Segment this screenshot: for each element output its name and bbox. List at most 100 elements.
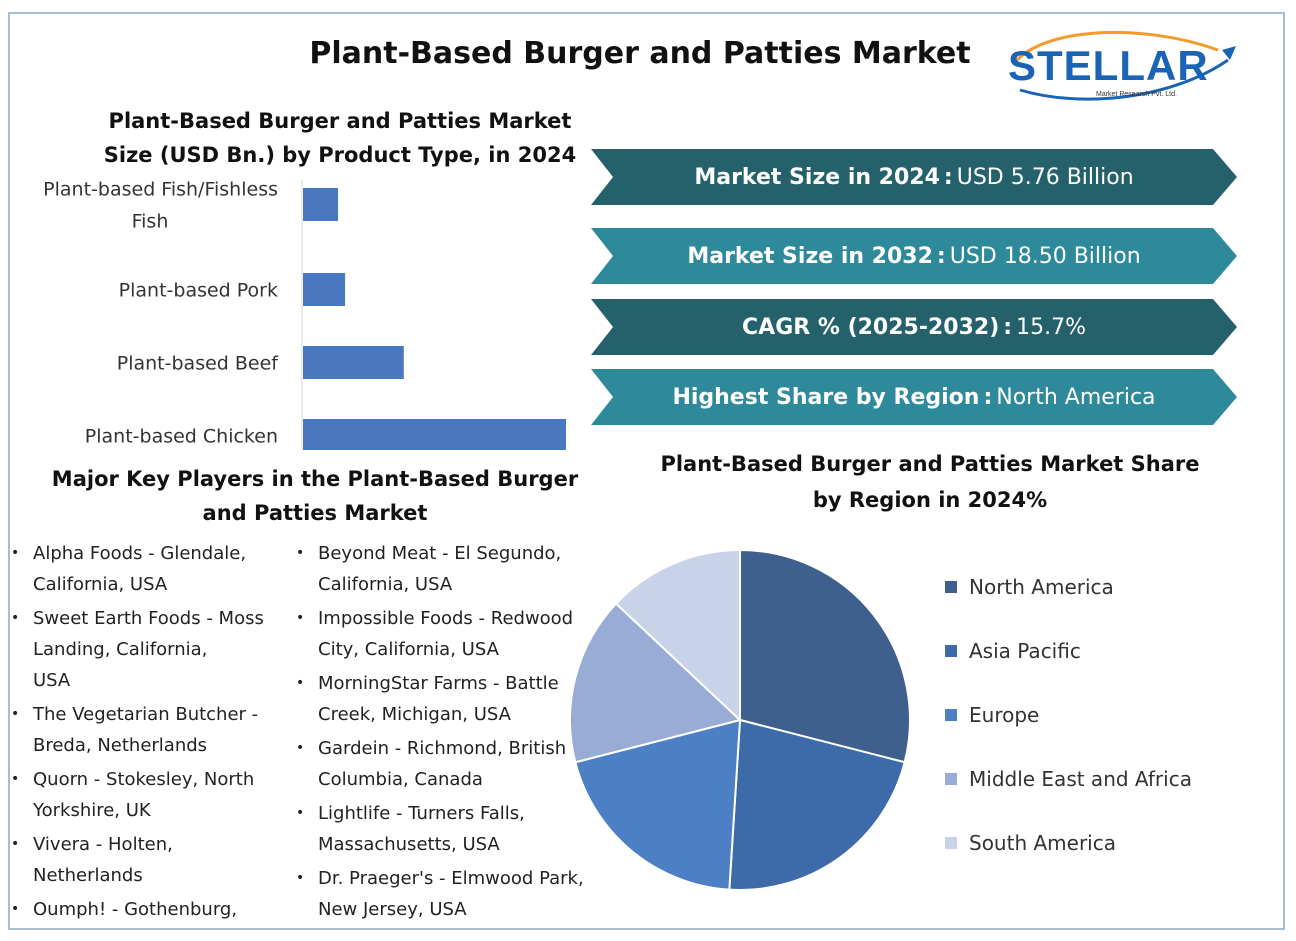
bullet: • (11, 610, 20, 626)
bar (303, 346, 404, 379)
bar-chart-title-line1: Plant-Based Burger and Patties Market (108, 109, 572, 133)
list-item: • Oumph! - Gothenburg, (8, 894, 293, 925)
legend-swatch (945, 581, 957, 593)
banner-arrow-shape (591, 149, 1237, 205)
player-name: Alpha Foods - Glendale, California, USA (33, 543, 247, 595)
legend-swatch (945, 773, 957, 785)
bullet: • (296, 545, 305, 561)
list-item: • Gardein - Richmond, British Columbia, C… (293, 733, 603, 795)
pie-slice (569, 602, 743, 764)
key-players-column-2: • Beyond Meat - El Segundo, California, U… (293, 538, 603, 928)
legend-item: Middle East and Africa (945, 747, 1245, 811)
banner-text: Highest Share by Region: North America (591, 369, 1237, 425)
banner-separator: : (983, 384, 993, 410)
legend-item: North America (945, 555, 1245, 619)
player-name: The Vegetarian Butcher - Breda, Netherla… (33, 704, 259, 756)
legend-swatch (945, 837, 957, 849)
product-type-bar-chart: Plant-based Fish/Fishless Fish Plant-based… (43, 179, 566, 450)
key-players-title: Major Key Players in the Plant-Based Bur… (30, 462, 600, 530)
list-item: • Dr. Praeger's - Elmwood Park, New Jerse… (293, 863, 603, 925)
list-item: • Alpha Foods - Glendale, California, USA (8, 538, 293, 600)
pie-slice (728, 718, 906, 891)
legend-swatch (945, 645, 957, 657)
legend-item: Europe (945, 683, 1245, 747)
banner-value: USD 18.50 Billion (949, 243, 1141, 269)
list-item: • Vivera - Holten, Netherlands (8, 829, 293, 891)
category-label: Plant-based Chicken (85, 426, 278, 448)
legend-label: Europe (969, 703, 1040, 727)
pie-chart-title-line1: Plant-Based Burger and Patties Market Sh… (660, 452, 1200, 476)
stellar-logo-graphic: STELLAR Market Research Pvt. Ltd. (1008, 30, 1236, 101)
banner-value: North America (996, 384, 1156, 410)
list-item: • MorningStar Farms - Battle Creek, Michi… (293, 668, 603, 730)
banner-label: Highest Share by Region (672, 384, 980, 410)
player-name: Quorn - Stokesley, North Yorkshire, UK (33, 769, 255, 821)
banner-separator: : (943, 164, 953, 190)
banner-text: CAGR % (2025-2032):15.7% (591, 299, 1237, 355)
list-item: • Sweet Earth Foods - Moss Landing, Calif… (8, 603, 293, 696)
list-item: • Beyond Meat - El Segundo, California, U… (293, 538, 603, 600)
bullet: • (11, 901, 20, 917)
pie-chart-title-line2: by Region in 2024% (812, 488, 1048, 512)
banner-value: USD 5.76 Billion (956, 164, 1134, 190)
bar-chart-title: Plant-Based Burger and Patties Market Si… (60, 104, 620, 172)
category-label: Plant-based Pork (119, 280, 278, 302)
player-name: Vivera - Holten, Netherlands (33, 834, 173, 886)
bullet: • (296, 740, 305, 756)
player-name: Beyond Meat - El Segundo, California, US… (318, 543, 562, 595)
banner-separator: : (936, 243, 946, 269)
bullet: • (296, 805, 305, 821)
banner-arrow-shape (591, 228, 1237, 284)
region-share-pie-chart (569, 548, 911, 891)
player-name: Dr. Praeger's - Elmwood Park, New Jersey… (318, 868, 584, 920)
banner-separator: : (1003, 314, 1013, 340)
banner-text: Market Size in 2024: USD 5.76 Billion (591, 149, 1237, 205)
market-size-2032-banner: Market Size in 2032: USD 18.50 Billion (591, 228, 1237, 284)
bullet: • (296, 675, 305, 691)
cagr-banner: CAGR % (2025-2032):15.7% (591, 299, 1237, 355)
bullet: • (11, 771, 20, 787)
market-size-2024-banner: Market Size in 2024: USD 5.76 Billion (591, 149, 1237, 205)
key-players-title-line1: Major Key Players in the Plant-Based Bur… (51, 467, 579, 491)
category-label: Plant-based Beef (117, 353, 280, 375)
key-players-column-1: • Alpha Foods - Glendale, California, USA… (8, 538, 293, 928)
bar (303, 188, 339, 221)
legend-item: Asia Pacific (945, 619, 1245, 683)
bullet: • (296, 610, 305, 626)
banner-label: Market Size in 2032 (687, 243, 933, 269)
highest-share-banner: Highest Share by Region: North America (591, 369, 1237, 425)
banner-arrow-shape (591, 299, 1237, 355)
legend-label: Middle East and Africa (969, 767, 1192, 791)
svg-text:STELLAR: STELLAR (1008, 42, 1209, 89)
list-item: • Lightlife - Turners Falls, Massachusett… (293, 798, 603, 860)
pie-slice (574, 718, 742, 891)
category-label: Fish (132, 211, 169, 233)
player-name: Impossible Foods - Redwood City, Califor… (318, 608, 574, 660)
category-label: Plant-based Fish/Fishless (43, 179, 278, 201)
pie-slice (614, 548, 741, 723)
bullet: • (11, 836, 20, 852)
player-name: Sweet Earth Foods - Moss Landing, Califo… (33, 608, 264, 691)
list-item: • The Vegetarian Butcher - Breda, Netherl… (8, 699, 293, 761)
key-players-title-line2: and Patties Market (202, 501, 428, 525)
bar (303, 419, 566, 450)
legend-label: North America (969, 575, 1114, 599)
legend-label: Asia Pacific (969, 639, 1081, 663)
player-name: MorningStar Farms - Battle Creek, Michig… (318, 673, 559, 725)
banner-arrow-shape (591, 369, 1237, 425)
legend-swatch (945, 709, 957, 721)
pie-slice (739, 548, 911, 764)
player-name: Oumph! - Gothenburg, (33, 899, 238, 920)
legend-item: South America (945, 811, 1245, 875)
banner-value: 15.7% (1016, 314, 1086, 340)
list-item: • Impossible Foods - Redwood City, Califo… (293, 603, 603, 665)
pie-chart-title: Plant-Based Burger and Patties Market Sh… (645, 446, 1215, 518)
bar-chart-title-line2: Size (USD Bn.) by Product Type, in 2024 (103, 143, 577, 167)
banner-text: Market Size in 2032: USD 18.50 Billion (591, 228, 1237, 284)
infographic-frame (8, 12, 1285, 930)
bullet: • (11, 545, 20, 561)
page-title: Plant-Based Burger and Patties Market (309, 36, 971, 71)
list-item: • Quorn - Stokesley, North Yorkshire, UK (8, 764, 293, 826)
svg-text:Market Research Pvt. Ltd.: Market Research Pvt. Ltd. (1096, 91, 1177, 98)
bullet: • (11, 706, 20, 722)
